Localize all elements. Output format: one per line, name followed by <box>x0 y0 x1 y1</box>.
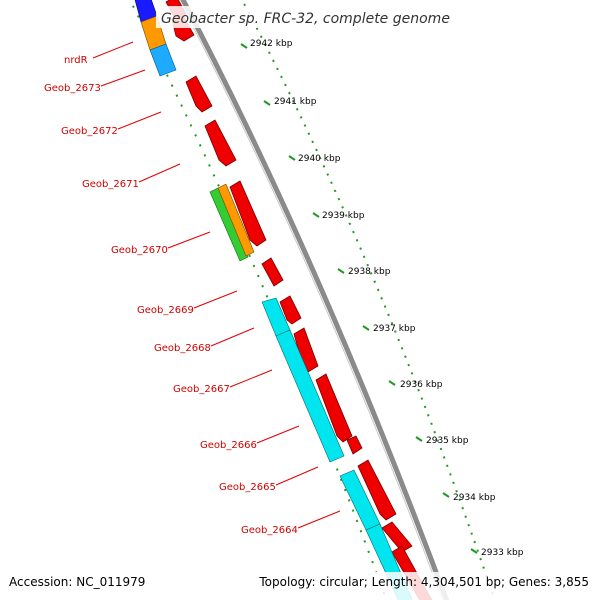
gene-label: Geob_2671 <box>82 179 139 190</box>
feature-arrow <box>204 119 237 167</box>
kbp-tick-6: 2937 kbp <box>362 324 416 334</box>
map-title: Geobacter sp. FRC-32, complete genome <box>161 11 450 27</box>
gene-label: Geob_2668 <box>154 343 211 354</box>
inner-strand-features <box>134 0 413 600</box>
feature-block-orange <box>217 183 255 257</box>
outer-strand-features <box>165 0 433 600</box>
kbp-label: 2935 kbp <box>426 436 469 446</box>
kbp-tick-10: 2933 kbp <box>470 548 524 558</box>
kbp-tick-8: 2935 kbp <box>415 436 469 446</box>
feature-arrow <box>357 459 397 521</box>
gene-label: Geob_2672 <box>61 126 118 137</box>
kbp-label: 2934 kbp <box>453 493 496 503</box>
gene-label: Geob_2666 <box>200 440 257 451</box>
gene-label: Geob_2670 <box>111 245 168 256</box>
gene-leader-lines <box>92 41 341 529</box>
feature-arrow <box>279 295 302 325</box>
accession-text: Accession: NC_011979 <box>9 575 145 589</box>
gene-label: Geob_2665 <box>219 482 276 493</box>
feature-arrow <box>381 521 413 553</box>
inner-dotted-track <box>128 0 388 600</box>
kbp-label: 2936 kbp <box>400 380 443 390</box>
feature-arrow <box>315 373 353 443</box>
kbp-label: 2939 kbp <box>322 211 365 221</box>
kbp-label: 2942 kbp <box>250 39 293 49</box>
gene-label: Geob_2673 <box>44 83 101 94</box>
feature-block-green <box>209 187 249 262</box>
scale-track <box>240 0 496 600</box>
kbp-tick-9: 2934 kbp <box>442 492 496 503</box>
kbp-label: 2933 kbp <box>481 548 524 558</box>
feature-arrow <box>261 257 284 287</box>
feature-arrow <box>185 75 213 113</box>
footer-backdrop <box>0 572 600 600</box>
kbp-tick-7: 2936 kbp <box>388 380 443 390</box>
title-backdrop <box>156 6 446 28</box>
feature-arrow <box>229 180 267 247</box>
genome-backbone <box>178 0 450 600</box>
kbp-tick-4: 2939 kbp <box>312 211 365 221</box>
kbp-label: 2941 kbp <box>274 97 317 107</box>
kbp-tick-3: 2940 kbp <box>288 154 341 164</box>
feature-arrow <box>346 435 363 455</box>
kbp-label: 2937 kbp <box>373 324 416 334</box>
kbp-tick-2: 2941 kbp <box>263 97 317 107</box>
gene-label: Geob_2667 <box>173 384 230 395</box>
gene-label: Geob_2669 <box>137 305 194 316</box>
kbp-tick-1: 2942 kbp <box>240 39 293 49</box>
summary-text: Topology: circular; Length: 4,304,501 bp… <box>258 575 589 589</box>
kbp-tick-5: 2938 kbp <box>337 267 391 277</box>
kbp-label: 2940 kbp <box>298 154 341 164</box>
feature-block-lightblue <box>149 43 177 77</box>
gene-label: Geob_2664 <box>241 525 298 536</box>
feature-block-cyan <box>275 329 345 463</box>
gene-label: nrdR <box>64 55 88 66</box>
kbp-label: 2938 kbp <box>348 267 391 277</box>
